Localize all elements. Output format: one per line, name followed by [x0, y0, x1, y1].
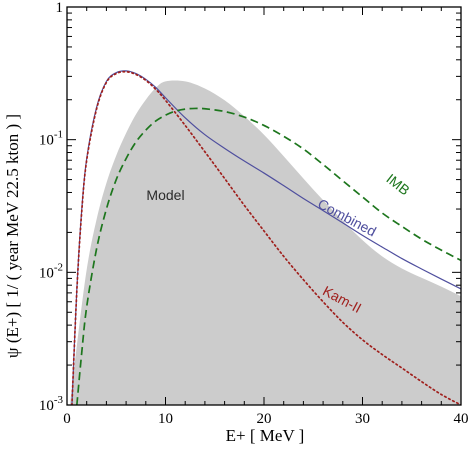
y-axis-label: ψ (E+) [ 1/ ( year MeV 22.5 kton ) ] — [3, 114, 22, 358]
x-tick-label: 10 — [158, 411, 173, 427]
x-axis-label: E+ [ MeV ] — [226, 426, 305, 445]
y-tick-label: 10-3 — [39, 394, 64, 414]
y-tick-label: 10-2 — [39, 261, 63, 281]
plot-layer — [69, 70, 461, 405]
annotation-model: Model — [146, 187, 184, 203]
x-tick-label: 40 — [454, 411, 469, 427]
series-imb-line — [76, 107, 461, 405]
series-kam-ii-line — [71, 70, 461, 405]
plot-area — [69, 70, 461, 405]
x-tick-label: 0 — [63, 411, 71, 427]
series-model-area — [69, 80, 461, 405]
y-tick-label: 10-1 — [39, 129, 63, 149]
x-tick-label: 30 — [355, 411, 370, 427]
annotation-imb: IMB — [383, 170, 412, 198]
y-tick-label: 1 — [56, 0, 64, 16]
x-tick-label: 20 — [257, 411, 272, 427]
